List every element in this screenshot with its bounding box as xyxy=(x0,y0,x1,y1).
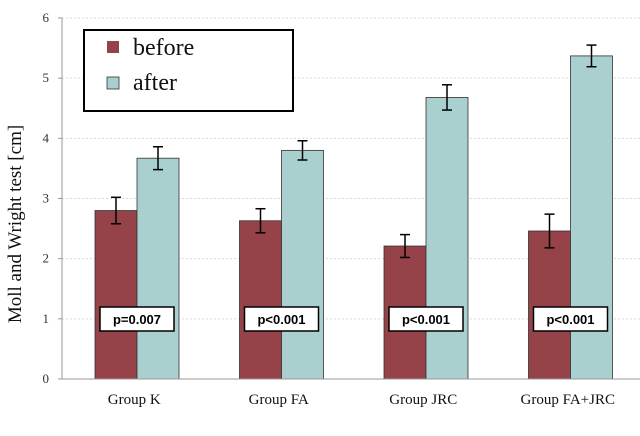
p-value-box xyxy=(99,306,175,332)
y-tick-label: 1 xyxy=(43,311,50,326)
legend-swatch-after xyxy=(106,76,120,90)
y-tick-label: 2 xyxy=(43,251,50,266)
category-label: Group K xyxy=(108,392,161,408)
y-axis-ticks: 0 1 2 3 4 5 6 xyxy=(43,10,62,386)
legend-label-before: before xyxy=(133,35,194,61)
bar-before xyxy=(239,220,282,380)
legend-swatch-before xyxy=(107,41,119,53)
p-value-label: p<0.001 xyxy=(402,312,450,327)
legend: before after xyxy=(83,29,294,112)
category-label: Group FA+JRC xyxy=(521,392,615,408)
category-label: Group JRC xyxy=(389,392,457,408)
error-bars xyxy=(111,44,597,259)
p-value-box xyxy=(243,306,320,332)
x-axis-categories: Group K Group FA Group JRC Group FA+JRC xyxy=(108,392,615,408)
legend-label-after: after xyxy=(133,70,177,96)
y-tick-label: 5 xyxy=(43,70,50,85)
category-label: Group FA xyxy=(249,392,309,408)
bar-after xyxy=(136,157,180,380)
bar-after xyxy=(281,149,324,380)
p-value-box xyxy=(388,306,464,332)
y-axis-label: Moll and Wright test [cm] xyxy=(5,125,26,323)
y-tick-label: 6 xyxy=(43,10,50,25)
bar-after xyxy=(425,97,469,380)
bars xyxy=(94,55,613,380)
bar-before xyxy=(528,230,571,380)
y-tick-label: 3 xyxy=(43,191,50,206)
p-value-label: p<0.001 xyxy=(257,312,305,327)
y-tick-label: 0 xyxy=(43,371,50,386)
y-tick-label: 4 xyxy=(43,130,50,145)
p-value-label: p=0.007 xyxy=(113,312,161,327)
p-value-label: p<0.001 xyxy=(546,312,594,327)
p-value-box xyxy=(532,306,609,332)
bar-before xyxy=(94,210,138,380)
p-value-annotations: p=0.007 p<0.001 p<0.001 p<0.001 xyxy=(99,306,609,332)
